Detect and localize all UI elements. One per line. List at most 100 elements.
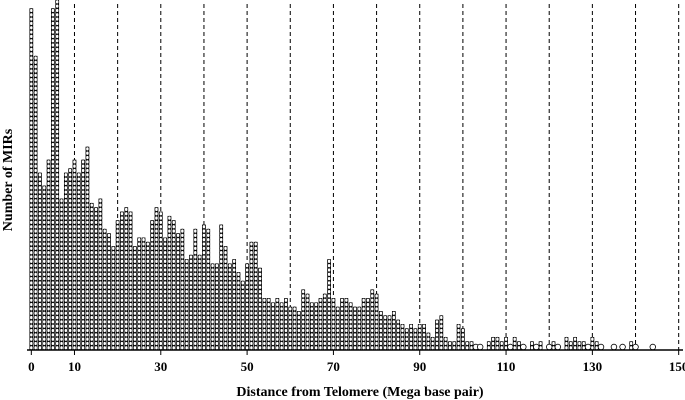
bar-65 (309, 302, 314, 351)
bar-51 (249, 241, 254, 351)
bar-54 (262, 298, 267, 351)
bar-117 (533, 343, 540, 351)
bar-2 (38, 172, 42, 351)
bar-106 (486, 341, 491, 351)
bar-92 (426, 332, 431, 351)
bar-28 (150, 220, 155, 351)
bar-127 (577, 341, 582, 351)
bar-23 (128, 211, 133, 351)
bar-10 (72, 159, 77, 351)
x-axis-title: Distance from Telomere (Mega base pair) (236, 385, 483, 400)
bar-130 (590, 336, 595, 351)
bar-52 (253, 241, 258, 351)
bar-111 (507, 343, 514, 351)
bar-120 (546, 343, 553, 351)
bar-12 (81, 159, 85, 351)
bar-81 (379, 310, 383, 351)
bar-44 (219, 224, 224, 351)
bar-14 (89, 202, 94, 351)
bar-56 (271, 302, 275, 351)
bar-18 (107, 233, 111, 351)
bar-68 (322, 293, 327, 351)
bar-90 (417, 323, 422, 351)
bar-30 (158, 211, 163, 351)
bar-64 (305, 293, 310, 351)
bar-47 (232, 259, 237, 351)
bar-48 (236, 272, 241, 351)
bar-53 (258, 267, 262, 351)
bar-35 (180, 228, 185, 351)
bar-128 (581, 341, 586, 351)
x-tick-label-130: 130 (583, 359, 603, 374)
bar-33 (171, 220, 176, 351)
bar-31 (163, 237, 167, 351)
bar-84 (391, 310, 396, 351)
bar-80 (374, 293, 379, 351)
bar-63 (301, 289, 306, 351)
bar-0 (29, 8, 34, 351)
bar-87 (404, 328, 409, 351)
bar-121 (551, 341, 556, 351)
bar-57 (275, 298, 280, 351)
bar-100 (461, 328, 465, 351)
bar-107 (491, 336, 495, 351)
bar-21 (120, 211, 124, 351)
bar-140 (632, 343, 639, 351)
bar-88 (409, 323, 413, 351)
bar-36 (184, 259, 189, 351)
bar-82 (383, 315, 388, 351)
bar-108 (495, 336, 500, 351)
bar-102 (469, 341, 474, 351)
bar-73 (344, 298, 349, 351)
bar-95 (439, 315, 444, 351)
bar-6 (55, 0, 60, 351)
bar-74 (348, 302, 353, 351)
x-tick-label-110: 110 (497, 359, 516, 374)
bar-19 (111, 246, 116, 351)
bar-101 (465, 341, 470, 351)
x-tick-label-70: 70 (327, 359, 340, 374)
bar-116 (530, 341, 534, 351)
bar-49 (240, 280, 245, 351)
bar-40 (202, 224, 206, 351)
bar-85 (396, 319, 401, 351)
bar-79 (370, 289, 375, 351)
bar-58 (279, 302, 284, 351)
bar-71 (335, 306, 340, 351)
bar-124 (564, 336, 569, 351)
bar-129 (584, 343, 592, 351)
bar-15 (94, 207, 98, 351)
bar-22 (124, 207, 129, 351)
bar-109 (499, 341, 504, 351)
bar-104 (476, 343, 484, 351)
bar-113 (517, 341, 521, 351)
bar-132 (597, 343, 605, 351)
bar-38 (193, 228, 198, 351)
bar-17 (102, 228, 107, 351)
bar-29 (154, 207, 159, 351)
bar-110 (504, 336, 508, 351)
bar-41 (206, 228, 211, 351)
bar-72 (340, 298, 344, 351)
bar-75 (353, 306, 357, 351)
bar-39 (197, 254, 202, 351)
bar-34 (176, 233, 180, 351)
bar-135 (610, 343, 618, 351)
x-tick-label-10: 10 (68, 359, 81, 374)
bar-76 (357, 306, 362, 351)
bar-83 (387, 315, 392, 351)
bar-5 (51, 8, 55, 351)
bar-91 (422, 323, 426, 351)
bar-137 (619, 343, 626, 351)
bar-112 (512, 336, 517, 351)
bar-144 (649, 343, 656, 351)
bar-122 (554, 343, 562, 351)
bar-77 (361, 298, 366, 351)
bar-37 (189, 254, 193, 351)
bar-9 (68, 168, 73, 351)
bar-97 (448, 341, 452, 351)
bar-42 (210, 263, 215, 351)
bar-27 (145, 241, 150, 351)
x-tick-label-150: 150 (669, 359, 685, 374)
bar-118 (538, 341, 543, 351)
